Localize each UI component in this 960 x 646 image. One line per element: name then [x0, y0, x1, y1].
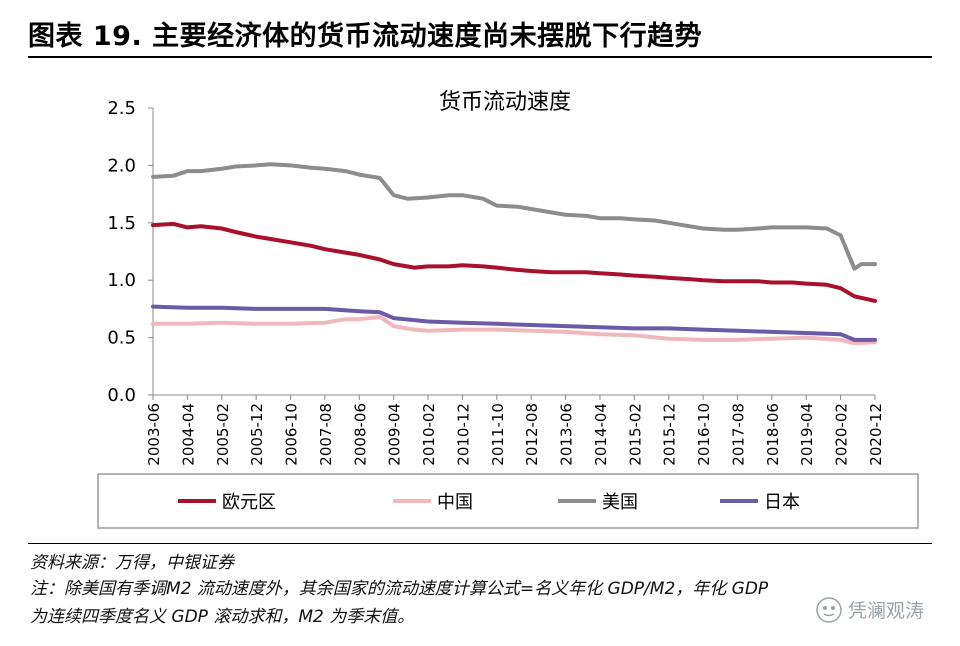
- x-tick-label: 2013-06: [558, 403, 576, 466]
- series-lines: [151, 162, 877, 346]
- legend-label: 中国: [437, 492, 473, 513]
- x-tick-label: 2006-10: [283, 403, 301, 466]
- title-rule: [28, 56, 932, 58]
- legend-box: [97, 473, 919, 529]
- watermark: 凭澜观涛: [816, 596, 924, 623]
- footnote-line-2: 为连续四季度名义 GDP 滚动求和，M2 为季末值。: [30, 607, 415, 627]
- x-tick-label: 2014-04: [592, 403, 610, 466]
- watermark-text: 凭澜观涛: [847, 600, 924, 622]
- velocity-chart: 0.0 0.5 1.0 1.5 2.0 2.5 2003-06 2004-04 2005-02…: [97, 90, 919, 529]
- series-line-美国: [151, 162, 877, 271]
- figure-title: 图表 19. 主要经济体的货币流动速度尚未摆脱下行趋势: [28, 21, 703, 52]
- y-tick-label: 2.0: [107, 155, 136, 176]
- x-tick-label: 2003-06: [145, 403, 163, 466]
- x-tick-label: 2004-04: [179, 403, 197, 466]
- x-tick-label: 2005-02: [214, 403, 232, 466]
- y-tick-label: 1.0: [107, 270, 136, 291]
- x-tick-label: 2019-04: [798, 403, 816, 466]
- y-tick-label: 1.5: [107, 213, 136, 234]
- x-tick-label: 2009-04: [386, 403, 404, 466]
- y-tick-label: 0.0: [107, 385, 136, 406]
- x-tick-label: 2020-02: [833, 403, 851, 466]
- x-tick-label: 2015-02: [626, 403, 644, 466]
- legend-label: 美国: [602, 492, 638, 513]
- legend: 欧元区 中国 美国 日本: [178, 492, 800, 513]
- x-tick-label: 2010-02: [420, 403, 438, 466]
- y-axis: 0.0 0.5 1.0 1.5 2.0 2.5: [107, 98, 154, 406]
- y-tick-label: 0.5: [107, 328, 136, 349]
- x-tick-label: 2018-06: [764, 403, 782, 466]
- footnote-line-1: 注：除美国有季调M2 流动速度外，其余国家的流动速度计算公式=名义年化 GDP/…: [30, 579, 769, 599]
- x-tick-label: 2005-12: [248, 403, 266, 466]
- x-tick-label: 2007-08: [317, 403, 335, 466]
- y-tick-label: 2.5: [107, 98, 136, 119]
- x-tick-label: 2011-10: [489, 403, 507, 466]
- series-line-中国: [151, 314, 877, 346]
- x-axis: 2003-06 2004-04 2005-02 2005-12 2006-10 2007-…: [145, 394, 885, 466]
- footer-rule: [28, 543, 932, 544]
- x-tick-label: 2012-08: [523, 403, 541, 466]
- x-tick-label: 2010-12: [454, 403, 472, 466]
- legend-label: 日本: [764, 492, 800, 513]
- series-line-欧元区: [151, 221, 877, 303]
- x-tick-label: 2008-06: [351, 403, 369, 466]
- x-tick-label: 2016-10: [695, 403, 713, 466]
- x-tick-label: 2020-12: [867, 403, 885, 466]
- series-line-日本: [151, 304, 877, 342]
- source-note: 资料来源：万得，中银证券: [30, 553, 234, 573]
- x-tick-label: 2017-08: [729, 403, 747, 466]
- legend-label: 欧元区: [222, 492, 276, 513]
- chart-title: 货币流动速度: [439, 90, 571, 115]
- wechat-icon: [816, 596, 842, 623]
- x-tick-label: 2015-12: [661, 403, 679, 466]
